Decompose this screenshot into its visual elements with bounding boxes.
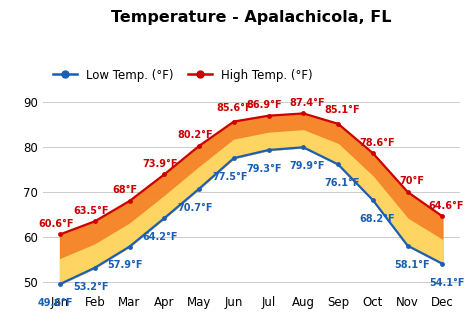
- Text: 63.5°F: 63.5°F: [73, 206, 109, 216]
- Text: 85.1°F: 85.1°F: [325, 106, 360, 116]
- Text: 58.1°F: 58.1°F: [394, 260, 429, 269]
- Text: 87.4°F: 87.4°F: [290, 98, 325, 108]
- Text: 68°F: 68°F: [113, 185, 138, 195]
- Text: 64.2°F: 64.2°F: [142, 232, 178, 242]
- Text: 79.3°F: 79.3°F: [246, 164, 282, 174]
- Legend: Low Temp. (°F), High Temp. (°F): Low Temp. (°F), High Temp. (°F): [48, 64, 318, 86]
- Text: 60.6°F: 60.6°F: [38, 219, 73, 229]
- Text: Temperature - Apalachicola, FL: Temperature - Apalachicola, FL: [111, 10, 392, 25]
- Text: 73.9°F: 73.9°F: [142, 159, 178, 169]
- Text: 64.6°F: 64.6°F: [429, 201, 465, 211]
- Text: 49.6°F: 49.6°F: [38, 298, 73, 308]
- Text: 76.1°F: 76.1°F: [325, 178, 360, 188]
- Text: 79.9°F: 79.9°F: [290, 161, 325, 171]
- Text: 68.2°F: 68.2°F: [359, 214, 395, 224]
- Text: 70.7°F: 70.7°F: [177, 203, 213, 213]
- Text: 86.9°F: 86.9°F: [246, 100, 282, 110]
- Text: 77.5°F: 77.5°F: [212, 172, 247, 182]
- Text: 54.1°F: 54.1°F: [429, 278, 465, 288]
- Text: 57.9°F: 57.9°F: [108, 260, 143, 270]
- Text: 53.2°F: 53.2°F: [73, 282, 109, 292]
- Text: 85.6°F: 85.6°F: [216, 103, 252, 113]
- Text: 70°F: 70°F: [399, 176, 424, 186]
- Text: 78.6°F: 78.6°F: [359, 138, 395, 148]
- Text: 80.2°F: 80.2°F: [177, 130, 213, 140]
